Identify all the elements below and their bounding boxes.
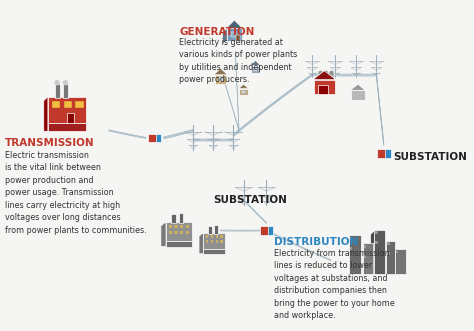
FancyBboxPatch shape	[148, 134, 157, 142]
FancyBboxPatch shape	[231, 32, 236, 37]
FancyBboxPatch shape	[375, 231, 377, 234]
FancyBboxPatch shape	[210, 240, 213, 243]
FancyBboxPatch shape	[208, 226, 212, 234]
FancyBboxPatch shape	[169, 231, 172, 234]
FancyBboxPatch shape	[166, 241, 191, 247]
FancyBboxPatch shape	[203, 249, 226, 254]
Text: Electric transmission
is the vital link between
power production and
power usage: Electric transmission is the vital link …	[5, 151, 147, 235]
FancyBboxPatch shape	[206, 240, 209, 243]
Polygon shape	[199, 233, 203, 254]
Text: SUBSTATION: SUBSTATION	[393, 152, 467, 162]
FancyBboxPatch shape	[363, 243, 373, 274]
FancyBboxPatch shape	[206, 235, 209, 238]
FancyBboxPatch shape	[254, 68, 257, 71]
FancyBboxPatch shape	[48, 97, 86, 123]
FancyBboxPatch shape	[216, 235, 218, 238]
Text: GENERATION: GENERATION	[179, 26, 255, 37]
FancyBboxPatch shape	[63, 84, 68, 98]
FancyBboxPatch shape	[242, 91, 245, 93]
FancyBboxPatch shape	[377, 149, 386, 158]
FancyBboxPatch shape	[227, 28, 242, 40]
Circle shape	[55, 80, 60, 85]
Text: Electricity from transmission
lines is reduced to lower
voltages at substations,: Electricity from transmission lines is r…	[274, 249, 394, 320]
FancyBboxPatch shape	[349, 235, 361, 274]
FancyBboxPatch shape	[166, 222, 191, 241]
FancyBboxPatch shape	[169, 224, 172, 228]
FancyBboxPatch shape	[239, 89, 248, 95]
FancyBboxPatch shape	[236, 34, 240, 40]
FancyBboxPatch shape	[186, 224, 189, 228]
FancyBboxPatch shape	[210, 235, 213, 238]
Polygon shape	[350, 84, 365, 90]
FancyBboxPatch shape	[324, 73, 328, 88]
FancyBboxPatch shape	[268, 226, 273, 235]
FancyBboxPatch shape	[374, 229, 385, 274]
FancyBboxPatch shape	[220, 235, 223, 238]
Polygon shape	[226, 20, 243, 28]
FancyBboxPatch shape	[215, 75, 227, 84]
FancyBboxPatch shape	[171, 214, 176, 223]
FancyBboxPatch shape	[396, 251, 399, 254]
FancyBboxPatch shape	[387, 252, 390, 255]
FancyBboxPatch shape	[55, 84, 60, 98]
FancyBboxPatch shape	[386, 241, 395, 274]
FancyBboxPatch shape	[364, 255, 366, 258]
FancyBboxPatch shape	[186, 231, 189, 234]
Text: SUBSTATION: SUBSTATION	[213, 195, 287, 205]
FancyBboxPatch shape	[385, 149, 391, 158]
Polygon shape	[250, 61, 261, 66]
FancyBboxPatch shape	[319, 73, 323, 88]
FancyBboxPatch shape	[52, 101, 60, 108]
FancyBboxPatch shape	[75, 101, 83, 108]
FancyBboxPatch shape	[48, 123, 86, 131]
Polygon shape	[222, 28, 227, 44]
FancyBboxPatch shape	[219, 77, 223, 81]
FancyBboxPatch shape	[329, 73, 334, 88]
FancyBboxPatch shape	[214, 225, 218, 234]
FancyBboxPatch shape	[395, 249, 406, 274]
Circle shape	[324, 71, 328, 75]
Text: DISTRIBUTION: DISTRIBUTION	[274, 237, 358, 247]
Text: Electricity is generated at
various kinds of power plants
by utilities and indep: Electricity is generated at various kind…	[179, 38, 298, 84]
FancyBboxPatch shape	[64, 101, 72, 108]
FancyBboxPatch shape	[350, 247, 352, 250]
FancyBboxPatch shape	[319, 85, 328, 94]
FancyBboxPatch shape	[351, 90, 365, 101]
Circle shape	[329, 71, 334, 75]
FancyBboxPatch shape	[180, 224, 183, 228]
FancyBboxPatch shape	[364, 245, 366, 248]
FancyBboxPatch shape	[174, 231, 178, 234]
Polygon shape	[161, 222, 166, 247]
FancyBboxPatch shape	[314, 80, 335, 94]
FancyBboxPatch shape	[220, 240, 223, 243]
Polygon shape	[214, 68, 228, 75]
FancyBboxPatch shape	[387, 242, 390, 245]
FancyBboxPatch shape	[179, 213, 183, 223]
FancyBboxPatch shape	[156, 134, 161, 142]
FancyBboxPatch shape	[251, 66, 260, 73]
FancyBboxPatch shape	[216, 240, 218, 243]
Polygon shape	[313, 71, 336, 80]
FancyBboxPatch shape	[180, 231, 183, 234]
Circle shape	[319, 71, 323, 75]
Polygon shape	[370, 229, 374, 274]
Text: TRANSMISSION: TRANSMISSION	[5, 138, 95, 148]
Polygon shape	[44, 97, 48, 131]
Polygon shape	[238, 84, 248, 89]
FancyBboxPatch shape	[67, 113, 74, 123]
FancyBboxPatch shape	[203, 233, 226, 249]
FancyBboxPatch shape	[375, 241, 377, 244]
FancyBboxPatch shape	[350, 237, 352, 240]
FancyBboxPatch shape	[260, 226, 269, 235]
FancyBboxPatch shape	[174, 224, 178, 228]
Circle shape	[63, 80, 68, 85]
